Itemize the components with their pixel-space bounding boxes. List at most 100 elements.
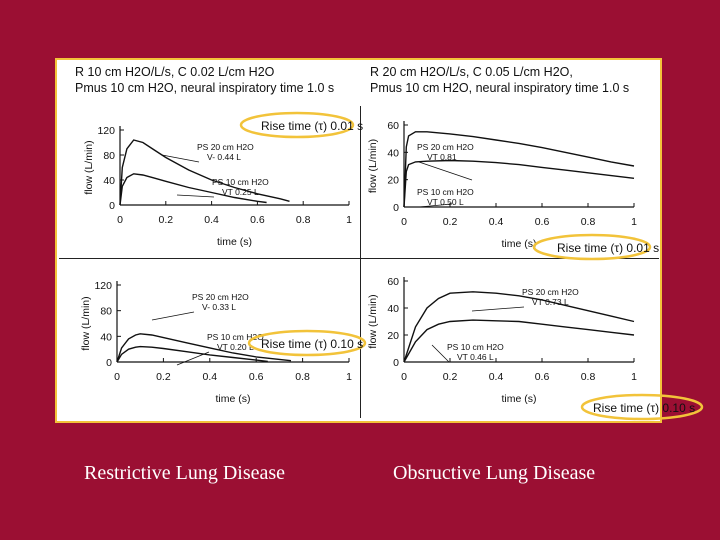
x-tick-label: 0.6 [535,216,550,228]
y-tick-label: 40 [387,303,399,315]
x-axis-label: time (s) [217,236,252,248]
y-tick-label: 60 [387,120,399,132]
x-tick-label: 1 [631,371,637,383]
x-tick-label: 0.8 [296,214,311,226]
y-tick-label: 60 [387,276,399,288]
y-tick-label: 0 [393,357,399,369]
x-tick-label: 0.6 [535,371,550,383]
horizontal-divider [59,258,659,259]
x-tick-label: 0.2 [443,216,458,228]
series-vt-label: V- 0.44 L [207,152,241,162]
series-name-label: PS 10 cm H2O [207,332,264,342]
chart-restrictive-fast: 0 40 80 120 0 0.2 0.4 0.6 0.8 1 time (s) flow (L/mi… [83,111,363,248]
x-tick-label: 0.4 [202,371,217,383]
x-tick-label: 0.6 [249,371,264,383]
x-tick-label: 0.6 [250,214,265,226]
series-vt-label: VT 0.25 L [222,187,259,197]
left-header-line1: R 10 cm H2O/L/s, C 0.02 L/cm H2O [75,65,275,79]
callout-arrow [471,306,525,312]
rise-time-label: Rise time (τ) 0.10 s [593,401,695,415]
rise-time-highlight-oval [239,111,355,139]
x-tick-label: 0.8 [581,216,596,228]
x-tick-label: 0.4 [489,371,504,383]
x-tick-label: 0.4 [489,216,504,228]
series-line-ps20 [116,333,292,363]
series-line-ps20 [403,131,635,208]
series-name-label: PS 20 cm H2O [197,142,254,152]
rise-time-label: Rise time (τ) 0.10 s [261,337,363,351]
x-tick-label: 1 [631,216,637,228]
series-name-label: PS 20 cm H2O [417,142,474,152]
series-line-ps20 [403,291,635,363]
series-name-label: PS 10 cm H2O [447,342,504,352]
y-tick-label: 120 [94,280,112,292]
x-axis-label: time (s) [502,238,537,250]
caption-obstructive: Obsructive Lung Disease [393,462,596,484]
series-line-ps10 [403,319,635,363]
left-column-header: R 10 cm H2O/L/s, C 0.02 L/cm H2O Pmus 10… [75,64,334,96]
rise-time-label: Rise time (τ) 0.01 s [557,241,659,255]
y-axis-label: flow (L/min) [80,296,92,350]
callout-arrow [418,203,453,208]
y-tick-label: 80 [100,306,112,318]
chart-restrictive-slow: 0 40 80 120 0 0.2 0.4 0.6 0.8 1 time (s) flow (L/mi… [80,280,367,405]
callout-arrow [176,194,215,198]
y-tick-label: 120 [97,125,115,137]
x-axis-label: time (s) [216,393,251,405]
rise-time-highlight-oval [247,329,367,357]
series-vt-label: VT 0.50 L [427,197,464,207]
y-axis-label: flow (L/min) [367,294,379,348]
callout-arrow [176,351,210,366]
x-tick-label: 0 [114,371,120,383]
y-tick-label: 0 [109,200,115,212]
vertical-divider [360,106,361,418]
right-header-line1: R 20 cm H2O/L/s, C 0.05 L/cm H2O, [370,65,573,79]
series-name-label: PS 20 cm H2O [192,292,249,302]
y-tick-label: 20 [387,330,399,342]
series-line-ps10 [119,173,267,206]
series-vt-label: V- 0.33 L [202,302,236,312]
chart-obstructive-slow: 0 20 40 60 0 0.2 0.4 0.6 0.8 1 time (s) flow (L/min… [367,276,704,421]
y-axis-label: flow (L/min) [83,140,95,194]
callout-arrow [431,344,450,363]
caption-restrictive: Restrictive Lung Disease [84,462,286,484]
series-line-ps10 [403,159,635,208]
x-tick-label: 0.8 [581,371,596,383]
y-tick-label: 20 [387,175,399,187]
x-tick-label: 0.4 [204,214,219,226]
y-tick-label: 40 [100,331,112,343]
series-vt-label: VT 0.20 L [217,342,254,352]
series-vt-label: VT 0.73 L [532,297,569,307]
series-name-label: PS 20 cm H2O [522,287,579,297]
x-tick-label: 1 [346,214,352,226]
x-tick-label: 0.2 [443,371,458,383]
x-tick-label: 1 [346,371,352,383]
callout-arrow [418,161,473,181]
callout-arrow [161,154,200,163]
y-tick-label: 40 [387,147,399,159]
series-vt-label: VT 0.81 [427,152,457,162]
x-tick-label: 0 [401,216,407,228]
right-column-header: R 20 cm H2O/L/s, C 0.05 L/cm H2O, Pmus 1… [370,64,629,96]
x-tick-label: 0 [117,214,123,226]
figure-panel: R 10 cm H2O/L/s, C 0.02 L/cm H2O Pmus 10… [55,58,704,423]
rise-time-label: Rise time (τ) 0.01 s [261,119,363,133]
y-tick-label: 0 [393,202,399,214]
right-header-line2: Pmus 10 cm H2O, neural inspiratory time … [370,81,630,95]
rise-time-highlight-oval [532,233,652,261]
x-tick-label: 0.2 [156,371,171,383]
y-tick-label: 40 [103,175,115,187]
series-name-label: PS 10 cm H2O [417,187,474,197]
callout-arrow [151,311,195,321]
x-tick-label: 0 [401,371,407,383]
series-line-ps10 [116,345,268,363]
y-tick-label: 80 [103,150,115,162]
rise-time-highlight-oval [580,393,704,421]
chart-obstructive-fast: 0 20 40 60 0 0.2 0.4 0.6 0.8 1 time (s) flow (L/min… [367,120,659,261]
y-axis-label: flow (L/min) [367,139,379,193]
x-axis-label: time (s) [502,393,537,405]
series-name-label: PS 10 cm H2O [212,177,269,187]
left-header-line2: Pmus 10 cm H2O, neural inspiratory time … [75,81,335,95]
series-line-ps20 [119,139,290,206]
x-tick-label: 0.8 [295,371,310,383]
